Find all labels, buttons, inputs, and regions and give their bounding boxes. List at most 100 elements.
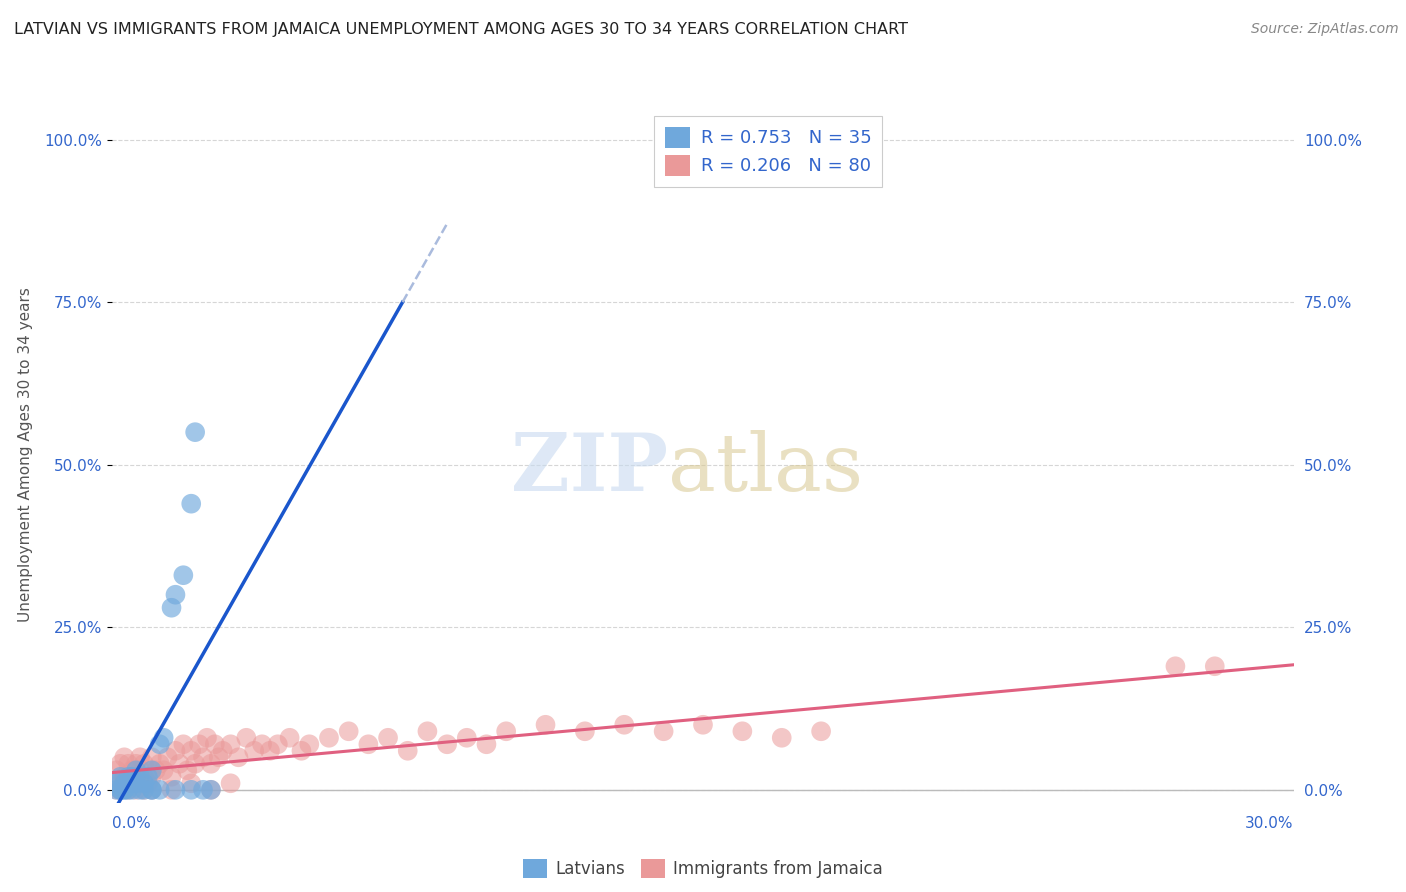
Text: 0.0%: 0.0% xyxy=(112,816,152,830)
Point xyxy=(377,731,399,745)
Point xyxy=(208,750,231,764)
Point xyxy=(112,770,135,784)
Point xyxy=(165,588,187,602)
Point xyxy=(160,782,183,797)
Point xyxy=(110,782,132,797)
Point xyxy=(117,770,139,784)
Point xyxy=(132,770,155,784)
Point xyxy=(110,782,132,797)
Point xyxy=(141,764,163,778)
Point xyxy=(574,724,596,739)
Point xyxy=(692,718,714,732)
Point xyxy=(117,782,139,797)
Point xyxy=(156,750,179,764)
Text: Source: ZipAtlas.com: Source: ZipAtlas.com xyxy=(1251,22,1399,37)
Point xyxy=(416,724,439,739)
Legend: Latvians, Immigrants from Jamaica: Latvians, Immigrants from Jamaica xyxy=(516,853,890,885)
Point xyxy=(184,756,207,771)
Point xyxy=(121,776,143,790)
Point xyxy=(141,782,163,797)
Point xyxy=(278,731,301,745)
Point xyxy=(200,782,222,797)
Point xyxy=(117,776,139,790)
Point xyxy=(132,782,155,797)
Point xyxy=(165,744,187,758)
Point xyxy=(105,782,128,797)
Point xyxy=(204,737,226,751)
Text: 30.0%: 30.0% xyxy=(1246,816,1294,830)
Point xyxy=(141,782,163,797)
Point xyxy=(475,737,498,751)
Point xyxy=(200,782,222,797)
Point xyxy=(125,776,148,790)
Point xyxy=(160,600,183,615)
Point xyxy=(290,744,312,758)
Point xyxy=(613,718,636,732)
Point xyxy=(396,744,419,758)
Point xyxy=(176,764,198,778)
Point xyxy=(136,776,159,790)
Point xyxy=(125,776,148,790)
Point xyxy=(110,776,132,790)
Point xyxy=(250,737,273,751)
Point xyxy=(125,782,148,797)
Point xyxy=(191,782,214,797)
Point xyxy=(149,737,172,751)
Point xyxy=(132,756,155,771)
Point xyxy=(149,782,172,797)
Point xyxy=(180,782,202,797)
Point xyxy=(235,731,257,745)
Point xyxy=(125,756,148,771)
Text: LATVIAN VS IMMIGRANTS FROM JAMAICA UNEMPLOYMENT AMONG AGES 30 TO 34 YEARS CORREL: LATVIAN VS IMMIGRANTS FROM JAMAICA UNEMP… xyxy=(14,22,908,37)
Point xyxy=(105,782,128,797)
Point xyxy=(105,764,128,778)
Point xyxy=(112,782,135,797)
Point xyxy=(129,782,152,797)
Point xyxy=(211,744,233,758)
Point xyxy=(105,776,128,790)
Text: ZIP: ZIP xyxy=(510,430,668,508)
Point xyxy=(121,764,143,778)
Point xyxy=(117,756,139,771)
Point xyxy=(149,756,172,771)
Point xyxy=(337,724,360,739)
Point xyxy=(121,770,143,784)
Point xyxy=(456,731,478,745)
Point xyxy=(1204,659,1226,673)
Point xyxy=(110,756,132,771)
Text: atlas: atlas xyxy=(668,430,863,508)
Point xyxy=(117,782,139,797)
Point xyxy=(141,750,163,764)
Point xyxy=(112,776,135,790)
Point xyxy=(129,764,152,778)
Point xyxy=(219,776,242,790)
Point xyxy=(132,782,155,797)
Point xyxy=(180,497,202,511)
Point xyxy=(357,737,380,751)
Point xyxy=(112,750,135,764)
Point xyxy=(132,776,155,790)
Point xyxy=(1164,659,1187,673)
Point xyxy=(436,737,458,751)
Point xyxy=(121,770,143,784)
Point xyxy=(200,756,222,771)
Y-axis label: Unemployment Among Ages 30 to 34 years: Unemployment Among Ages 30 to 34 years xyxy=(18,287,32,623)
Point xyxy=(219,737,242,751)
Point xyxy=(172,568,194,582)
Point xyxy=(152,731,174,745)
Point xyxy=(160,770,183,784)
Point xyxy=(129,776,152,790)
Point xyxy=(172,737,194,751)
Point xyxy=(145,764,167,778)
Point xyxy=(112,782,135,797)
Point xyxy=(495,724,517,739)
Point xyxy=(121,782,143,797)
Point xyxy=(136,770,159,784)
Point xyxy=(110,770,132,784)
Point xyxy=(318,731,340,745)
Point xyxy=(180,744,202,758)
Point xyxy=(165,782,187,797)
Point xyxy=(152,764,174,778)
Point xyxy=(770,731,793,745)
Point xyxy=(110,782,132,797)
